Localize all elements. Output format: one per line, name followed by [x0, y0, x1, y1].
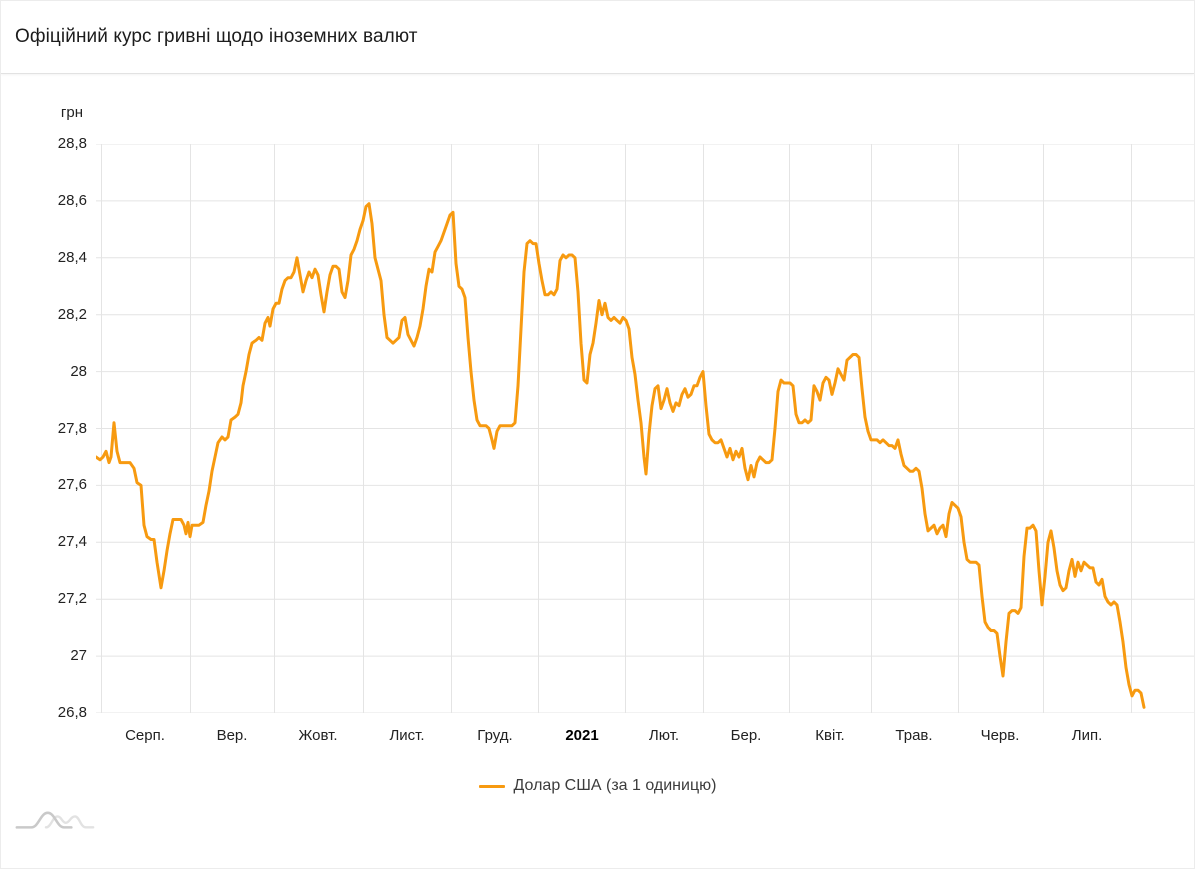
x-tick-label: Бер.: [730, 727, 762, 744]
y-tick-label: 27,2: [57, 590, 87, 608]
y-axis-labels: 28,8 28,6 28,4 28,2 28 27,8 27,6 27,4 27,2 27 26,8: [1, 135, 87, 721]
x-axis-labels: Серп. Вер. Жовт. Лист. Груд. 2021 Лют. Бер. Квіт…: [96, 727, 1194, 747]
usd-series-line: [96, 202, 1146, 709]
y-tick-label: 27: [70, 647, 87, 665]
legend-label: Долар США (за 1 одиницю): [513, 777, 717, 794]
y-tick-label: 28,6: [57, 191, 87, 209]
x-tick-label: Квіт.: [815, 727, 845, 744]
x-tick-label: Груд.: [477, 727, 513, 744]
y-tick-label: 28,4: [57, 248, 87, 266]
y-tick-label: 27,4: [57, 533, 87, 551]
x-tick-label: Черв.: [980, 727, 1020, 744]
chart-plot-wrapper: [96, 144, 1194, 713]
plot-area[interactable]: [96, 144, 1194, 713]
y-tick-label: 28,2: [57, 305, 87, 323]
y-tick-label: 27,8: [57, 419, 87, 437]
x-tick-label: Вер.: [216, 727, 248, 744]
x-tick-label: Лип.: [1071, 727, 1103, 744]
y-tick-label: 28,8: [57, 135, 87, 152]
y-tick-label: 27,6: [57, 476, 87, 494]
brand-wave-logo: [15, 811, 95, 829]
y-tick-label: 28: [70, 362, 87, 380]
legend-item-usd[interactable]: Долар США (за 1 одиницю): [478, 777, 717, 795]
x-tick-label: Жовт.: [298, 727, 338, 744]
y-axis-unit-label: грн: [60, 104, 83, 121]
legend-line-swatch: [478, 784, 505, 788]
x-tick-label: Лист.: [389, 727, 425, 744]
legend: Долар США (за 1 одиницю): [1, 777, 1194, 795]
header: Офіційний курс гривні щодо іноземних вал…: [1, 1, 1194, 74]
x-tick-label: 2021: [565, 727, 599, 744]
x-tick-label: Серп.: [125, 727, 165, 744]
x-tick-label: Трав.: [895, 727, 933, 744]
x-tick-label: Лют.: [648, 727, 680, 744]
y-tick-label: 26,8: [57, 704, 87, 721]
page-title: Офіційний курс гривні щодо іноземних вал…: [15, 26, 418, 47]
